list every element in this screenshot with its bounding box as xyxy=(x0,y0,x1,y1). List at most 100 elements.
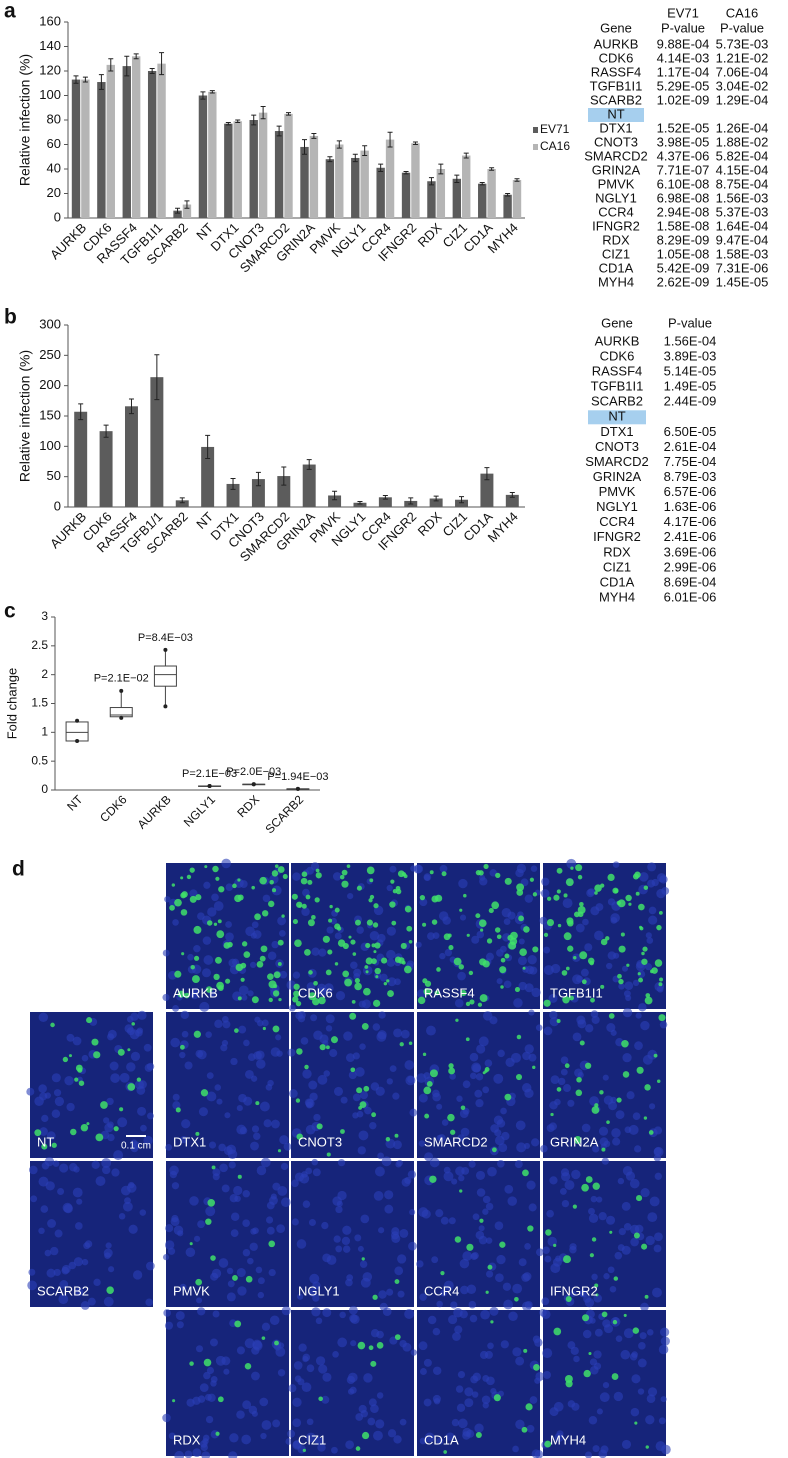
bar xyxy=(175,500,189,507)
infected-cell xyxy=(637,972,641,976)
infected-cell xyxy=(237,878,241,882)
bar xyxy=(328,495,342,507)
nucleus xyxy=(337,1337,348,1348)
infected-cell xyxy=(458,964,464,970)
bar xyxy=(106,64,115,218)
infected-cell xyxy=(621,1039,629,1048)
nucleus xyxy=(228,1161,236,1169)
infected-cell xyxy=(356,1087,363,1094)
infected-cell xyxy=(543,999,551,1007)
infected-cell xyxy=(579,951,588,960)
nucleus xyxy=(601,1157,609,1165)
nucleus xyxy=(294,1375,302,1383)
infected-cell xyxy=(569,995,574,1001)
nucleus xyxy=(203,955,214,965)
micrograph: CNOT3 xyxy=(287,1011,418,1160)
nucleus xyxy=(214,1019,223,1029)
infected-cell xyxy=(563,1255,571,1264)
nucleus xyxy=(455,1385,464,1393)
table-group-header: CA16 xyxy=(726,5,759,20)
infected-cell xyxy=(304,1064,309,1070)
infected-cell xyxy=(504,953,510,959)
infected-cell xyxy=(184,992,190,999)
infected-cell xyxy=(522,1169,529,1177)
infected-cell xyxy=(334,907,340,913)
nucleus xyxy=(606,962,613,970)
infected-cell xyxy=(599,1090,604,1095)
infected-cell xyxy=(346,864,351,868)
infected-cell xyxy=(339,874,345,880)
nucleus xyxy=(572,1032,582,1042)
nucleus xyxy=(407,1075,415,1084)
nucleus xyxy=(546,1209,554,1218)
infected-cell xyxy=(218,886,225,893)
nucleus xyxy=(475,1073,484,1081)
nucleus xyxy=(311,1307,321,1317)
error-bar xyxy=(484,467,490,481)
table-cell: NGLY1 xyxy=(595,190,637,205)
nucleus xyxy=(647,862,657,872)
table-cell: PMVK xyxy=(598,176,635,191)
infected-cell xyxy=(394,1133,399,1138)
infected-cell xyxy=(544,1440,552,1448)
nucleus xyxy=(549,1016,559,1027)
nucleus xyxy=(404,1176,412,1185)
box xyxy=(65,721,89,742)
nucleus xyxy=(482,1208,489,1215)
nucleus xyxy=(38,1176,49,1187)
nucleus xyxy=(464,1387,474,1397)
infected-cell xyxy=(527,1225,534,1232)
nucleus xyxy=(535,1248,544,1257)
infected-cell xyxy=(330,1036,338,1044)
table-column-header: P-value xyxy=(668,315,712,330)
nucleus xyxy=(394,978,401,986)
nucleus xyxy=(588,1213,599,1223)
nucleus xyxy=(590,1195,598,1203)
nucleus xyxy=(438,911,449,921)
nucleus xyxy=(469,1052,479,1062)
whisker-max xyxy=(251,782,256,787)
nucleus xyxy=(518,938,525,945)
nucleus xyxy=(318,948,327,957)
nucleus xyxy=(266,1226,275,1235)
nucleus xyxy=(184,1061,193,1070)
infected-cell xyxy=(95,1133,104,1142)
bar xyxy=(478,183,487,218)
nucleus xyxy=(358,1000,366,1008)
infected-cell xyxy=(494,927,501,933)
nucleus xyxy=(250,1075,258,1082)
error-bar xyxy=(230,477,236,490)
nucleus xyxy=(251,1371,260,1381)
nucleus xyxy=(271,1119,280,1129)
nucleus xyxy=(516,1142,527,1153)
table-cell: TGFB1I1 xyxy=(590,78,643,93)
nucleus xyxy=(416,989,426,998)
nucleus xyxy=(270,1047,281,1057)
nucleus xyxy=(93,1278,101,1287)
infected-cell xyxy=(93,1051,101,1059)
nucleus xyxy=(126,1062,136,1072)
nucleus xyxy=(612,861,620,868)
nucleus xyxy=(397,1254,407,1264)
infected-cell xyxy=(431,895,439,903)
nucleus xyxy=(646,937,654,944)
infected-cell xyxy=(654,959,663,967)
nucleus xyxy=(179,1135,188,1144)
infected-cell xyxy=(594,884,602,892)
nucleus xyxy=(292,1440,302,1450)
y-tick-label: 300 xyxy=(39,316,61,331)
nucleus xyxy=(423,873,432,881)
infected-cell xyxy=(237,996,242,1001)
nucleus xyxy=(345,1278,353,1287)
infected-cell xyxy=(639,925,643,929)
infected-cell xyxy=(204,865,208,869)
nucleus xyxy=(28,1268,36,1276)
infected-cell xyxy=(211,1165,216,1170)
infected-cell xyxy=(325,969,332,976)
nucleus xyxy=(630,1237,639,1247)
nucleus xyxy=(203,1371,211,1380)
nucleus xyxy=(584,1451,593,1458)
nucleus xyxy=(399,1339,407,1348)
nucleus xyxy=(582,918,589,926)
nucleus xyxy=(602,1074,609,1081)
